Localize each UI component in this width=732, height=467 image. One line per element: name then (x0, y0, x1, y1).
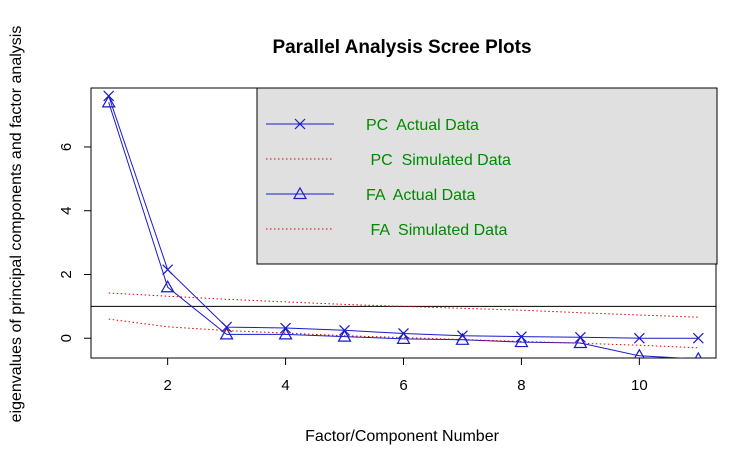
x-tick-label: 6 (399, 377, 407, 394)
legend-label-3: FA Actual Data (366, 187, 476, 204)
data-point (692, 332, 704, 344)
legend-box (256, 87, 718, 265)
data-point (219, 327, 234, 340)
y-tick-label: 0 (58, 334, 75, 342)
data-point (337, 329, 352, 342)
legend-marker-1 (294, 118, 306, 130)
data-point (101, 95, 116, 108)
series-line-2 (108, 292, 699, 318)
data-point (633, 348, 645, 358)
x-axis-label: Factor/Component Number (305, 428, 500, 445)
series-line-3 (108, 102, 690, 358)
data-point (396, 331, 411, 344)
series-line-4 (108, 318, 699, 349)
legend-label-2: PC Simulated Data (366, 152, 511, 169)
x-tick-label: 2 (163, 377, 171, 394)
data-point (455, 332, 470, 345)
data-point (221, 321, 233, 333)
data-point (278, 327, 293, 340)
series-group (101, 90, 704, 358)
y-tick-label: 6 (58, 143, 75, 151)
x-tick-label: 10 (631, 377, 648, 394)
data-point (162, 264, 174, 276)
y-tick-label: 2 (58, 270, 75, 278)
legend-label-1: PC Actual Data (366, 117, 479, 134)
data-point (633, 332, 645, 344)
x-tick-label: 4 (281, 377, 289, 394)
chart-title: Parallel Analysis Scree Plots (272, 37, 531, 58)
legend-label-4: FA Simulated Data (366, 222, 508, 239)
data-point (573, 335, 588, 349)
x-tick-label: 8 (517, 377, 525, 394)
plot-area: 2 4 6 8 10 0 2 4 6 PC Actual Data PC Simulated Da… (58, 87, 718, 394)
y-tick-label: 4 (58, 207, 75, 215)
legend-marker-3 (292, 186, 308, 200)
data-point (160, 280, 175, 293)
y-axis-label: eigenvalues of principal components and … (8, 26, 25, 423)
